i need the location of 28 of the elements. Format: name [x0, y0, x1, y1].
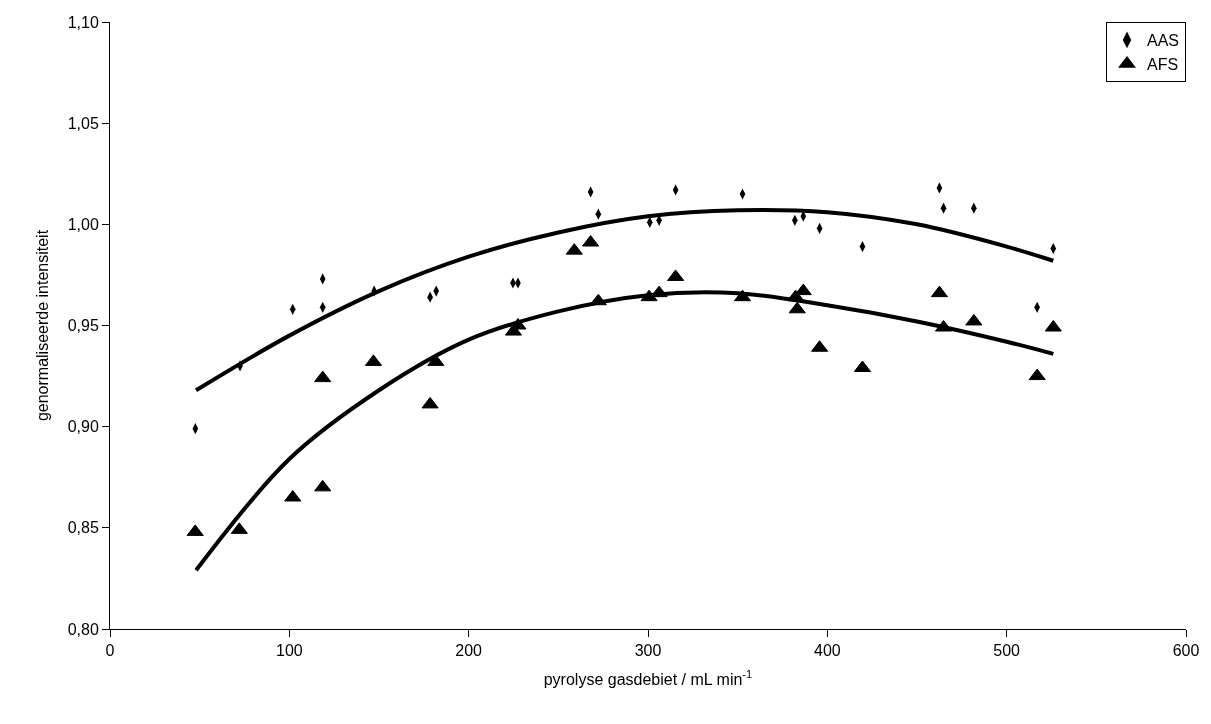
point	[1028, 368, 1046, 381]
y-tick-label: 0,95	[67, 317, 99, 335]
y-tick-label: 1,00	[67, 215, 99, 233]
legend-label: AAS	[1147, 32, 1180, 50]
x-axis-title: pyrolyse gasdebiet / mL min$^{-1}$	[543, 668, 753, 688]
point	[314, 370, 332, 383]
point	[930, 285, 948, 298]
x-tick-label: 100	[275, 642, 303, 660]
y-tick-label: 1,10	[67, 13, 99, 31]
y-tick-label: 0,85	[67, 519, 99, 537]
point	[421, 396, 439, 409]
x-tick-label: 400	[813, 642, 841, 660]
y-axis-title: genormaliseerde intensiteit	[33, 229, 51, 422]
line-series	[194, 290, 1056, 573]
legend-label: AFS	[1147, 55, 1179, 73]
x-tick-label: 200	[455, 642, 483, 660]
point	[284, 489, 302, 502]
x-tick-label: 600	[1172, 642, 1200, 660]
x-tick-label: 500	[993, 642, 1021, 660]
point	[965, 313, 983, 326]
x-tick-label: 0	[105, 642, 115, 660]
y-tick-label: 0,90	[67, 418, 99, 436]
point	[788, 301, 806, 314]
y-tick-label: 1,05	[67, 114, 99, 132]
point	[314, 479, 332, 492]
x-tick-label: 300	[634, 642, 662, 660]
y-tick-label: 0,80	[67, 620, 99, 638]
line-series	[194, 207, 1056, 393]
